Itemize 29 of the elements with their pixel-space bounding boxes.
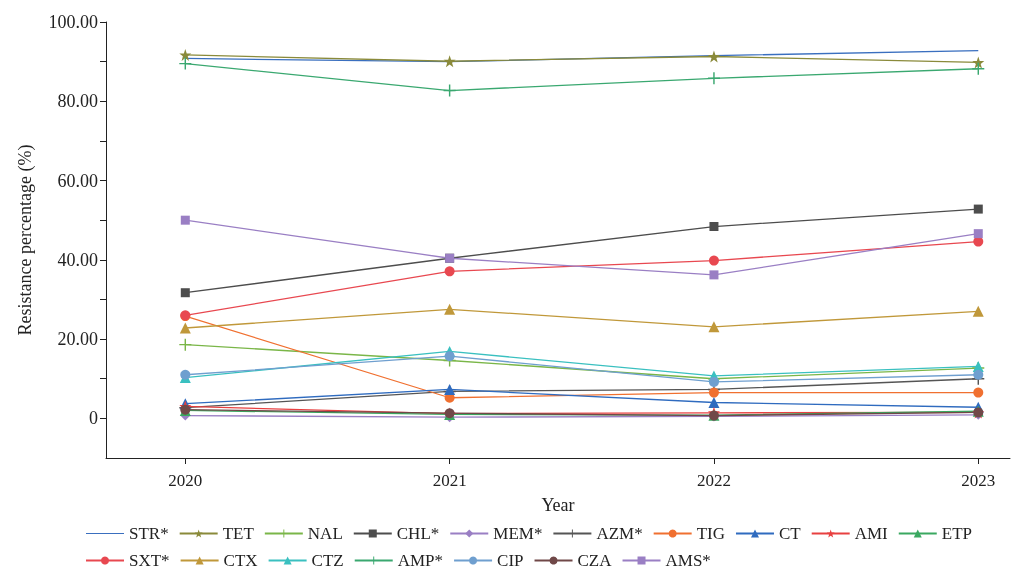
legend-label: AMS*: [665, 551, 711, 570]
legend-label: AMP*: [397, 551, 444, 570]
x-tick-label: 2022: [696, 471, 731, 490]
legend-label: MEM*: [493, 524, 543, 543]
legend-label: AMI: [854, 524, 889, 543]
legend-label: STR*: [129, 524, 169, 543]
x-tick-label: 2020: [168, 471, 203, 490]
y-tick-label: 80.00: [57, 91, 98, 112]
legend-label: CZA: [577, 551, 613, 570]
legend-label: TET: [222, 524, 255, 543]
legend-label: CHL*: [396, 524, 440, 543]
y-tick-label: 20.00: [57, 329, 98, 350]
x-tick-label: 2021: [432, 471, 467, 490]
legend-label: NAL: [307, 524, 343, 543]
legend-label: CIP: [497, 551, 524, 570]
y-tick-label: 60.00: [57, 170, 98, 191]
x-tick-label: 2023: [961, 471, 996, 490]
legend-label: TIG: [696, 524, 725, 543]
y-tick-label: 0: [89, 408, 98, 429]
x-axis-title: Year: [541, 495, 575, 515]
legend-label: SXT*: [129, 551, 170, 570]
legend-label: CTZ: [311, 551, 344, 570]
legend-label: CT: [778, 524, 802, 543]
y-axis-title: Resistance percentage (%): [15, 144, 36, 336]
legend-label: CTX: [223, 551, 258, 570]
y-tick-label: 40.00: [57, 249, 98, 270]
y-tick-label: 100.00: [48, 12, 98, 32]
legend-label: AZM*: [596, 524, 643, 543]
legend-label: ETP: [941, 524, 972, 543]
